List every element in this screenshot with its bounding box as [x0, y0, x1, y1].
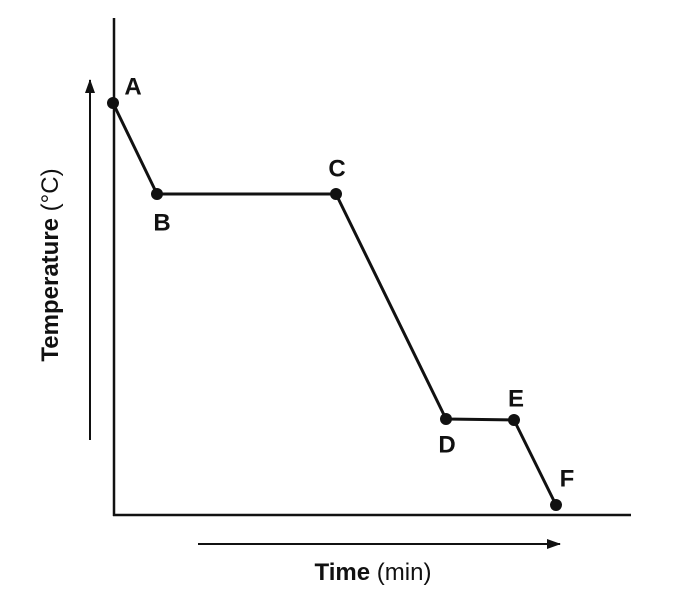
- y-label-unit: (°C): [37, 168, 64, 211]
- point-label: E: [508, 385, 524, 412]
- curve: [111, 102, 558, 506]
- point-label: A: [124, 73, 141, 100]
- y-label-name: Temperature: [37, 218, 64, 362]
- point: [330, 188, 342, 200]
- x-label-unit: (min): [377, 559, 432, 586]
- point-label: C: [328, 155, 345, 182]
- point: [107, 97, 119, 109]
- point: [440, 413, 452, 425]
- point-label: D: [438, 431, 455, 458]
- x-axis-label: Time (min): [315, 559, 432, 586]
- point: [151, 188, 163, 200]
- point: [550, 499, 562, 511]
- point-label: B: [153, 209, 170, 236]
- x-label-name: Time: [315, 559, 371, 586]
- point-label: F: [560, 465, 575, 492]
- y-axis-label: Temperature (°C): [37, 168, 64, 361]
- point: [508, 414, 520, 426]
